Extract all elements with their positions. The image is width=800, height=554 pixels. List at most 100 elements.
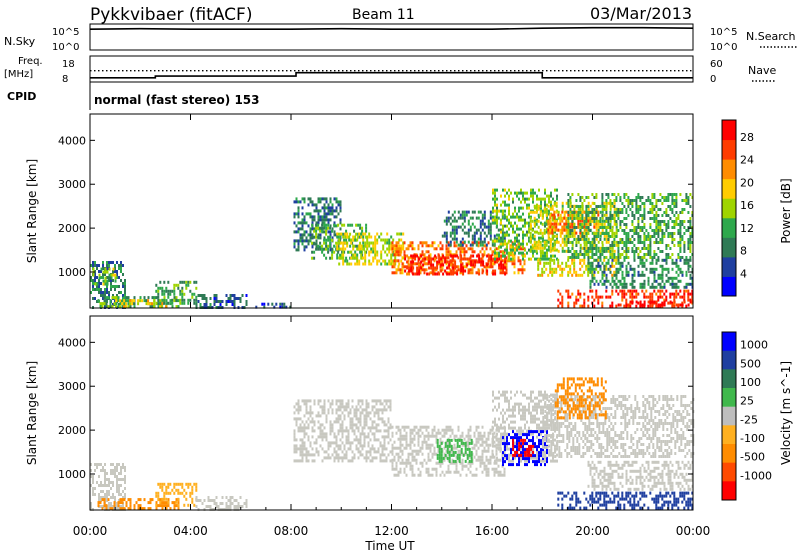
heatmap-cell xyxy=(143,498,146,502)
heatmap-cell xyxy=(679,270,682,274)
heatmap-cell xyxy=(323,408,326,412)
heatmap-cell xyxy=(436,266,439,270)
heatmap-cell xyxy=(295,423,298,427)
heatmap-cell xyxy=(425,446,428,450)
heatmap-cell xyxy=(540,251,542,255)
heatmap-cell xyxy=(373,447,376,451)
heatmap-cell xyxy=(689,258,692,262)
heatmap-cell xyxy=(599,250,602,253)
heatmap-cell xyxy=(577,225,580,229)
heatmap-cell xyxy=(585,232,588,235)
heatmap-cell xyxy=(453,244,456,248)
heatmap-cell xyxy=(455,250,458,254)
heatmap-cell xyxy=(447,253,450,257)
heatmap-cell xyxy=(313,423,316,427)
heatmap-cell xyxy=(601,193,604,196)
heatmap-cell xyxy=(293,432,296,436)
heatmap-cell xyxy=(627,303,630,307)
heatmap-cell xyxy=(163,296,166,300)
heatmap-cell xyxy=(165,491,168,495)
heatmap-cell xyxy=(323,241,326,245)
heatmap-cell xyxy=(351,450,354,454)
heatmap-cell xyxy=(335,417,338,421)
heatmap-cell xyxy=(537,261,540,265)
heatmap-cell xyxy=(639,273,642,277)
heatmap-cell xyxy=(307,450,310,454)
heatmap-cell xyxy=(679,220,682,223)
heatmap-cell xyxy=(311,435,314,439)
heatmap-cell xyxy=(163,280,166,284)
heatmap-cell xyxy=(119,498,122,502)
heatmap-cell xyxy=(625,217,628,220)
heatmap-cell xyxy=(659,208,662,211)
heatmap-cell xyxy=(433,452,436,456)
heatmap-cell xyxy=(567,295,570,299)
heatmap-cell xyxy=(493,237,496,241)
heatmap-cell xyxy=(345,229,348,233)
heatmap-cell xyxy=(655,232,658,235)
heatmap-cell xyxy=(317,399,320,403)
heatmap-cell xyxy=(617,250,620,253)
heatmap-cell xyxy=(573,231,576,235)
heatmap-cell xyxy=(380,250,383,254)
heatmap-cell xyxy=(98,475,100,478)
heatmap-cell xyxy=(473,225,476,229)
heatmap-cell xyxy=(333,223,336,227)
heatmap-cell xyxy=(522,245,524,249)
heatmap-cell xyxy=(540,200,542,204)
heatmap-cell xyxy=(321,221,324,225)
heatmap-cell xyxy=(373,420,376,424)
heatmap-cell xyxy=(552,254,554,258)
heatmap-cell xyxy=(346,244,349,248)
heatmap-cell xyxy=(567,220,570,223)
heatmap-cell xyxy=(313,420,316,424)
heatmap-cell xyxy=(94,261,96,264)
heatmap-cell xyxy=(589,247,592,250)
heatmap-cell xyxy=(689,298,692,302)
heatmap-cell xyxy=(359,420,362,424)
heatmap-cell xyxy=(391,431,394,435)
heatmap-cell xyxy=(549,225,552,229)
heatmap-cell xyxy=(341,399,344,403)
heatmap-cell xyxy=(335,200,338,204)
heatmap-cell xyxy=(347,405,350,409)
heatmap-cell xyxy=(335,420,338,424)
heatmap-cell xyxy=(395,467,398,471)
heatmap-cell xyxy=(100,496,102,499)
heatmap-cell xyxy=(514,242,516,246)
heatmap-cell xyxy=(549,207,552,211)
heatmap-cell xyxy=(546,194,548,198)
heatmap-cell xyxy=(609,211,612,214)
heatmap-cell xyxy=(329,200,332,204)
heatmap-cell xyxy=(589,244,592,247)
heatmap-cell xyxy=(487,259,490,263)
heatmap-cell xyxy=(639,258,642,262)
heatmap-cell xyxy=(293,230,296,234)
heatmap-cell xyxy=(349,423,352,427)
heatmap-cell xyxy=(159,280,162,284)
heatmap-cell xyxy=(301,206,304,210)
heatmap-cell xyxy=(115,296,118,300)
heatmap-cell xyxy=(423,241,426,245)
heatmap-cell xyxy=(523,259,526,263)
heatmap-cell xyxy=(340,241,343,245)
heatmap-cell xyxy=(629,289,632,293)
heatmap-cell xyxy=(323,426,326,430)
heatmap-cell xyxy=(336,253,339,257)
heatmap-cell xyxy=(102,264,104,267)
heatmap-cell xyxy=(599,226,602,229)
heatmap-cell xyxy=(412,260,415,264)
heatmap-cell xyxy=(333,197,336,201)
heatmap-cell xyxy=(367,450,370,454)
heatmap-cell xyxy=(637,270,640,274)
heatmap-cell xyxy=(645,235,648,238)
heatmap-cell xyxy=(421,265,424,269)
heatmap-cell xyxy=(313,429,316,433)
heatmap-cell xyxy=(355,447,358,451)
colorbar-segment xyxy=(722,159,736,180)
heatmap-cell xyxy=(407,458,410,462)
heatmap-cell xyxy=(185,491,188,495)
heatmap-cell xyxy=(543,264,546,268)
heatmap-cell xyxy=(556,236,558,240)
heatmap-cell xyxy=(94,270,96,273)
